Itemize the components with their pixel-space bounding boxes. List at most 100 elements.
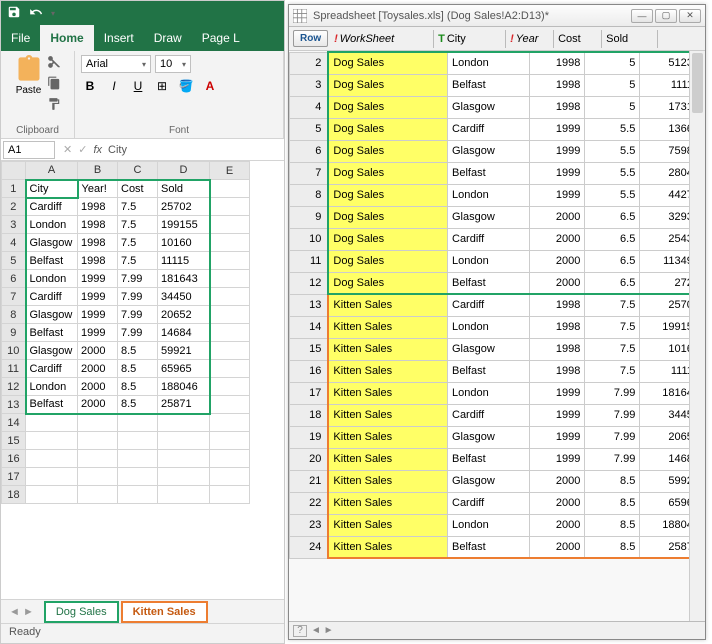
viewer-cell-cost-2[interactable]: 5 bbox=[585, 52, 640, 74]
col-header-D[interactable]: D bbox=[158, 162, 210, 180]
viewer-cell-cost-7[interactable]: 5.5 bbox=[585, 162, 640, 184]
cell-c3[interactable]: 7.5 bbox=[118, 216, 158, 234]
viewer-cell-city-12[interactable]: Belfast bbox=[448, 272, 530, 294]
fx-cancel-icon[interactable]: ✕ bbox=[63, 143, 72, 156]
row-header-18[interactable]: 18 bbox=[2, 486, 26, 504]
cell-c11[interactable]: 8.5 bbox=[118, 360, 158, 378]
copy-icon[interactable] bbox=[47, 76, 61, 93]
viewer-cell-city-8[interactable]: London bbox=[448, 184, 530, 206]
row-header-15[interactable]: 15 bbox=[2, 432, 26, 450]
viewer-cell-cost-24[interactable]: 8.5 bbox=[585, 536, 640, 558]
cell-e6[interactable] bbox=[210, 270, 250, 288]
cell-c12[interactable]: 8.5 bbox=[118, 378, 158, 396]
viewer-row-header-20[interactable]: 20 bbox=[290, 448, 329, 470]
viewer-cell-ws-4[interactable]: Dog Sales bbox=[328, 96, 447, 118]
cell-a9[interactable]: Belfast bbox=[26, 324, 78, 342]
viewer-row-header-6[interactable]: 6 bbox=[290, 140, 329, 162]
viewer-cell-ws-18[interactable]: Kitten Sales bbox=[328, 404, 447, 426]
cell-d9[interactable]: 14684 bbox=[158, 324, 210, 342]
viewer-row-header-11[interactable]: 11 bbox=[290, 250, 329, 272]
cell-b5[interactable]: 1998 bbox=[78, 252, 118, 270]
viewer-cell-city-17[interactable]: London bbox=[448, 382, 530, 404]
fx-accept-icon[interactable]: ✓ bbox=[78, 143, 87, 156]
sheet-tab-dog-sales[interactable]: Dog Sales bbox=[44, 601, 119, 623]
viewer-cell-cost-3[interactable]: 5 bbox=[585, 74, 640, 96]
viewer-cell-cost-19[interactable]: 7.99 bbox=[585, 426, 640, 448]
viewer-cell-year-10[interactable]: 2000 bbox=[530, 228, 585, 250]
viewer-cell-ws-10[interactable]: Dog Sales bbox=[328, 228, 447, 250]
viewer-cell-year-18[interactable]: 1999 bbox=[530, 404, 585, 426]
viewer-cell-cost-4[interactable]: 5 bbox=[585, 96, 640, 118]
viewer-cell-city-16[interactable]: Belfast bbox=[448, 360, 530, 382]
row-header-12[interactable]: 12 bbox=[2, 378, 26, 396]
viewer-row-header-24[interactable]: 24 bbox=[290, 536, 329, 558]
row-header-9[interactable]: 9 bbox=[2, 324, 26, 342]
tab-draw[interactable]: Draw bbox=[144, 25, 192, 51]
format-painter-icon[interactable] bbox=[47, 97, 61, 114]
viewer-titlebar[interactable]: Spreadsheet [Toysales.xls] (Dog Sales!A2… bbox=[289, 5, 705, 27]
viewer-cell-city-22[interactable]: Cardiff bbox=[448, 492, 530, 514]
viewer-cell-cost-11[interactable]: 6.5 bbox=[585, 250, 640, 272]
cell-c10[interactable]: 8.5 bbox=[118, 342, 158, 360]
viewer-cell-year-7[interactable]: 1999 bbox=[530, 162, 585, 184]
viewer-cell-ws-16[interactable]: Kitten Sales bbox=[328, 360, 447, 382]
viewer-cell-city-14[interactable]: London bbox=[448, 316, 530, 338]
viewer-cell-ws-11[interactable]: Dog Sales bbox=[328, 250, 447, 272]
row-header-16[interactable]: 16 bbox=[2, 450, 26, 468]
viewer-cell-cost-13[interactable]: 7.5 bbox=[585, 294, 640, 316]
cell-e5[interactable] bbox=[210, 252, 250, 270]
cell-a13[interactable]: Belfast bbox=[26, 396, 78, 414]
cell-b10[interactable]: 2000 bbox=[78, 342, 118, 360]
viewer-cell-city-11[interactable]: London bbox=[448, 250, 530, 272]
viewer-row-header-13[interactable]: 13 bbox=[290, 294, 329, 316]
viewer-cell-city-5[interactable]: Cardiff bbox=[448, 118, 530, 140]
viewer-row-header-16[interactable]: 16 bbox=[290, 360, 329, 382]
viewer-cell-cost-16[interactable]: 7.5 bbox=[585, 360, 640, 382]
row-header-5[interactable]: 5 bbox=[2, 252, 26, 270]
col-header-C[interactable]: C bbox=[118, 162, 158, 180]
viewer-row-header-4[interactable]: 4 bbox=[290, 96, 329, 118]
cell-e9[interactable] bbox=[210, 324, 250, 342]
font-size-select[interactable]: 10▾ bbox=[155, 55, 191, 73]
tab-home[interactable]: Home bbox=[40, 25, 93, 51]
viewer-cell-cost-9[interactable]: 6.5 bbox=[585, 206, 640, 228]
viewer-row-header-23[interactable]: 23 bbox=[290, 514, 329, 536]
col-header-city[interactable]: TCity bbox=[434, 30, 506, 48]
fill-color-button[interactable]: 🪣 bbox=[177, 77, 195, 95]
viewer-row-header-5[interactable]: 5 bbox=[290, 118, 329, 140]
cell-c6[interactable]: 7.99 bbox=[118, 270, 158, 288]
col-header-A[interactable]: A bbox=[26, 162, 78, 180]
border-button[interactable]: ⊞ bbox=[153, 77, 171, 95]
cell-d5[interactable]: 11115 bbox=[158, 252, 210, 270]
cell-a15[interactable] bbox=[26, 432, 78, 450]
paste-button[interactable]: Paste bbox=[15, 55, 43, 114]
viewer-row-header-19[interactable]: 19 bbox=[290, 426, 329, 448]
viewer-cell-city-10[interactable]: Cardiff bbox=[448, 228, 530, 250]
viewer-cell-year-17[interactable]: 1999 bbox=[530, 382, 585, 404]
viewer-cell-cost-23[interactable]: 8.5 bbox=[585, 514, 640, 536]
viewer-cell-city-13[interactable]: Cardiff bbox=[448, 294, 530, 316]
cell-a18[interactable] bbox=[26, 486, 78, 504]
cell-d12[interactable]: 188046 bbox=[158, 378, 210, 396]
viewer-cell-city-15[interactable]: Glasgow bbox=[448, 338, 530, 360]
qa-dropdown-icon[interactable]: ▾ bbox=[51, 9, 55, 18]
row-button[interactable]: Row bbox=[293, 30, 328, 47]
cell-e3[interactable] bbox=[210, 216, 250, 234]
cell-c13[interactable]: 8.5 bbox=[118, 396, 158, 414]
cell-e12[interactable] bbox=[210, 378, 250, 396]
formula-value[interactable]: City bbox=[108, 144, 127, 156]
viewer-cell-city-9[interactable]: Glasgow bbox=[448, 206, 530, 228]
cell-d3[interactable]: 199155 bbox=[158, 216, 210, 234]
viewer-row-header-18[interactable]: 18 bbox=[290, 404, 329, 426]
cell-d13[interactable]: 25871 bbox=[158, 396, 210, 414]
viewer-cell-year-6[interactable]: 1999 bbox=[530, 140, 585, 162]
cell-d10[interactable]: 59921 bbox=[158, 342, 210, 360]
cell-a11[interactable]: Cardiff bbox=[26, 360, 78, 378]
viewer-cell-ws-23[interactable]: Kitten Sales bbox=[328, 514, 447, 536]
cell-b8[interactable]: 1999 bbox=[78, 306, 118, 324]
cell-b2[interactable]: 1998 bbox=[78, 198, 118, 216]
viewer-cell-ws-8[interactable]: Dog Sales bbox=[328, 184, 447, 206]
row-header-1[interactable]: 1 bbox=[2, 180, 26, 198]
row-header-17[interactable]: 17 bbox=[2, 468, 26, 486]
viewer-row-header-22[interactable]: 22 bbox=[290, 492, 329, 514]
